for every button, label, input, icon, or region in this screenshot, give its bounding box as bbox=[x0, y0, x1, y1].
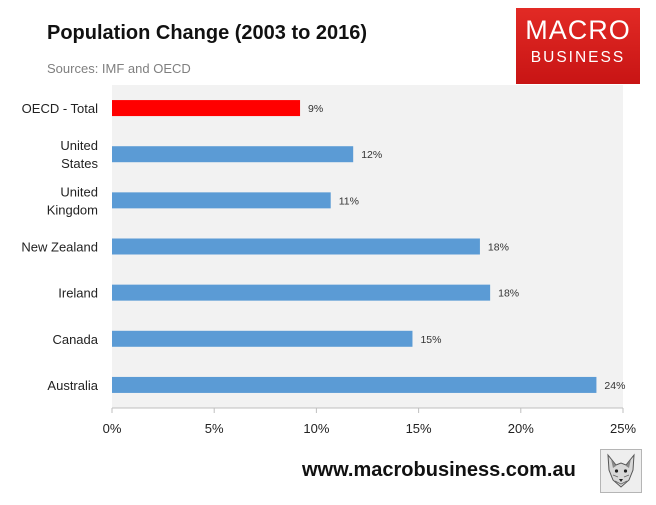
data-label: 15% bbox=[420, 334, 441, 346]
footer-url[interactable]: www.macrobusiness.com.au bbox=[302, 459, 576, 481]
category-label: New Zealand bbox=[21, 240, 98, 255]
data-label: 18% bbox=[498, 288, 519, 300]
data-label: 24% bbox=[604, 380, 625, 392]
category-label: Kingdom bbox=[47, 202, 98, 217]
category-label: Ireland bbox=[58, 286, 98, 301]
logo-text-macro: MACRO bbox=[525, 15, 631, 45]
data-label: 18% bbox=[488, 242, 509, 254]
bar bbox=[112, 376, 597, 393]
category-label: OECD - Total bbox=[22, 101, 98, 116]
data-label: 11% bbox=[339, 195, 359, 207]
x-tick-label: 10% bbox=[303, 421, 329, 436]
chart-subtitle: Sources: IMF and OECD bbox=[47, 61, 191, 76]
category-label: Australia bbox=[47, 378, 98, 393]
x-tick-label: 5% bbox=[205, 421, 224, 436]
bar bbox=[112, 146, 354, 163]
bar bbox=[112, 330, 413, 347]
bar bbox=[112, 238, 480, 255]
chart-title: Population Change (2003 to 2016) bbox=[47, 22, 368, 44]
category-label: States bbox=[61, 156, 98, 171]
data-label: 12% bbox=[361, 149, 382, 161]
fox-icon bbox=[600, 449, 642, 493]
category-label: United bbox=[60, 184, 98, 199]
macrobusiness-logo[interactable]: MACRO BUSINESS bbox=[516, 8, 640, 84]
x-tick-label: 20% bbox=[508, 421, 534, 436]
category-label: United bbox=[60, 138, 98, 153]
data-label: 9% bbox=[308, 103, 323, 115]
x-tick-label: 0% bbox=[103, 421, 122, 436]
bar bbox=[112, 284, 491, 301]
bar bbox=[112, 192, 331, 209]
bar bbox=[112, 100, 301, 117]
x-tick-label: 15% bbox=[406, 421, 432, 436]
logo-text-business: BUSINESS bbox=[530, 49, 626, 66]
category-label: Canada bbox=[52, 332, 98, 347]
x-tick-label: 25% bbox=[610, 421, 636, 436]
